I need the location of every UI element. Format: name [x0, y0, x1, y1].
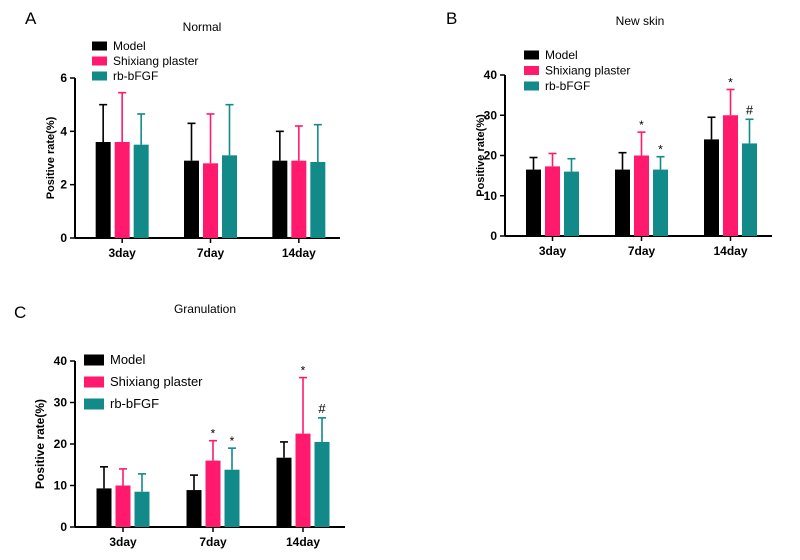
legend-label: Model	[545, 48, 578, 62]
legend-label: Model	[113, 39, 146, 53]
panel-letter: C	[14, 303, 26, 322]
bar-shixiang	[203, 163, 218, 238]
chart-title: New skin	[616, 14, 665, 28]
legend-label: Shixiang plaster	[545, 64, 630, 78]
bar-model	[184, 160, 199, 238]
bar-model	[272, 160, 288, 238]
y-axis-label: Positive rate(%)	[475, 114, 487, 197]
bar-rbbfgf	[133, 144, 149, 238]
bar-shixiang	[115, 485, 131, 527]
y-tick-label: 4	[60, 124, 67, 138]
y-tick-label: 20	[484, 149, 498, 163]
chart-panel-a: A Normal 0 2 4 6 Positive rate(%) 3day 7day 14day…	[25, 9, 340, 260]
legend-swatch-shixiang	[84, 376, 104, 388]
legend-swatch-model	[84, 354, 104, 366]
bar-model	[95, 142, 111, 238]
y-tick-label: 0	[60, 231, 67, 245]
significance-mark: *	[658, 143, 663, 157]
bar-model	[615, 169, 630, 236]
chart-panel-b: B New skin 0 10 20 30 40 Positive rate(%) 3day 7d…	[446, 9, 772, 258]
bar-shixiang	[114, 142, 130, 238]
y-tick-label: 0	[490, 229, 497, 243]
bar-model	[526, 169, 541, 236]
legend-label: rb-bFGF	[113, 69, 158, 83]
bar-shixiang	[634, 155, 649, 236]
x-tick-label: 7day	[197, 246, 225, 260]
bar-rbbfgf	[742, 143, 757, 236]
legend-label: rb-bFGF	[545, 79, 590, 93]
x-tick-label: 7day	[628, 244, 656, 258]
panel-letter: B	[446, 9, 457, 28]
bar-shixiang	[295, 433, 311, 527]
y-tick-label: 2	[60, 178, 67, 192]
legend-label: rb-bFGF	[110, 396, 159, 411]
bar-rbbfgf	[134, 491, 150, 527]
significance-mark: *	[301, 364, 306, 378]
bar-rbbfgf	[314, 441, 330, 527]
legend-label: Shixiang plaster	[110, 374, 203, 389]
y-tick-label: 40	[484, 68, 498, 82]
significance-mark: *	[230, 434, 235, 448]
panel-letter: A	[25, 9, 37, 28]
y-tick-label: 30	[54, 396, 68, 410]
y-tick-label: 30	[484, 108, 498, 122]
significance-mark: *	[211, 427, 216, 441]
bar-shixiang	[723, 115, 738, 236]
legend-swatch-rbbfgf	[92, 71, 107, 81]
y-axis-label: Positive rate(%)	[33, 399, 47, 489]
bar-model	[704, 139, 719, 236]
y-tick-label: 10	[484, 189, 498, 203]
x-tick-label: 3day	[108, 246, 136, 260]
y-tick-label: 40	[54, 354, 68, 368]
bar-model	[96, 488, 112, 527]
bar-shixiang	[205, 460, 221, 527]
bar-rbbfgf	[653, 169, 668, 236]
x-tick-label: 3day	[109, 535, 137, 549]
legend-swatch-model	[92, 41, 107, 51]
bar-rbbfgf	[222, 155, 237, 238]
bar-model	[186, 490, 202, 527]
y-tick-label: 6	[60, 71, 67, 85]
significance-mark: #	[318, 401, 326, 416]
x-tick-label: 14day	[286, 535, 320, 549]
bar-rbbfgf	[310, 162, 326, 238]
y-tick-label: 0	[60, 520, 67, 534]
legend-swatch-rbbfgf	[84, 398, 104, 410]
significance-mark: *	[728, 75, 733, 89]
y-tick-label: 10	[54, 479, 68, 493]
chart-title: Normal	[183, 20, 222, 34]
y-axis-label: Positive rate(%)	[45, 116, 57, 199]
x-tick-label: 3day	[539, 244, 567, 258]
legend-swatch-rbbfgf	[524, 81, 539, 91]
y-tick-label: 20	[54, 437, 68, 451]
bar-shixiang	[291, 160, 307, 238]
legend-swatch-shixiang	[524, 66, 539, 75]
bar-rbbfgf	[564, 171, 579, 236]
chart-panel-c: C Granulation 0 10 20 30 40 Positive rate(%) 3da…	[14, 302, 345, 549]
legend-swatch-model	[524, 50, 539, 60]
chart-title: Granulation	[174, 302, 236, 316]
legend-label: Model	[110, 352, 146, 367]
x-tick-label: 14day	[282, 246, 316, 260]
significance-mark: *	[639, 118, 644, 132]
x-tick-label: 7day	[199, 535, 227, 549]
bar-model	[276, 457, 292, 527]
legend-swatch-shixiang	[92, 56, 107, 66]
significance-mark: #	[746, 102, 754, 117]
bar-shixiang	[545, 166, 560, 236]
bar-rbbfgf	[224, 469, 240, 527]
x-tick-label: 14day	[713, 244, 747, 258]
legend-label: Shixiang plaster	[113, 54, 198, 68]
